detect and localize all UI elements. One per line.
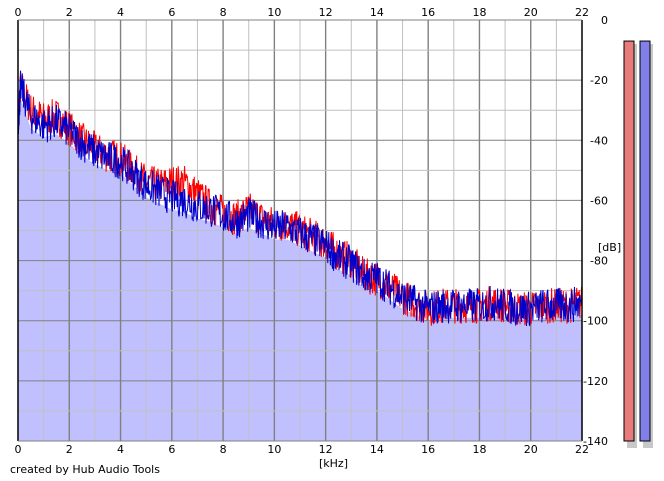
x-tick-label-top: 18	[472, 6, 486, 19]
x-tick-label-top: 22	[575, 6, 589, 19]
x-tick-label-bottom: 10	[267, 443, 281, 456]
x-tick-label-top: 10	[267, 6, 281, 19]
y-tick-label: -60	[590, 194, 608, 207]
x-tick-label-top: 14	[370, 6, 384, 19]
x-tick-label-bottom: 4	[117, 443, 124, 456]
level-meter-right	[639, 40, 651, 442]
x-tick-label-bottom: 16	[421, 443, 435, 456]
x-tick-label-bottom: 18	[472, 443, 486, 456]
y-tick-label: -100	[583, 315, 608, 328]
x-tick-label-top: 2	[66, 6, 73, 19]
grid-lines	[18, 20, 582, 441]
x-tick-label-top: 12	[319, 6, 333, 19]
x-tick-label-top: 16	[421, 6, 435, 19]
x-tick-label-bottom: 0	[15, 443, 22, 456]
x-tick-label-bottom: 14	[370, 443, 384, 456]
y-tick-label: -140	[583, 435, 608, 448]
y-tick-label: 0	[601, 14, 608, 27]
y-axis-label: [dB]	[598, 241, 621, 254]
y-tick-label: -20	[590, 74, 608, 87]
y-tick-label: -40	[590, 134, 608, 147]
x-tick-label-top: 8	[220, 6, 227, 19]
y-tick-label: -120	[583, 375, 608, 388]
x-tick-label-top: 6	[168, 6, 175, 19]
x-tick-label-bottom: 8	[220, 443, 227, 456]
x-tick-label-bottom: 6	[168, 443, 175, 456]
plot-frame	[17, 19, 583, 442]
level-meters	[623, 40, 653, 449]
x-tick-label-bottom: 12	[319, 443, 333, 456]
channel-traces	[17, 70, 583, 327]
x-axis-label: [kHz]	[319, 457, 348, 470]
y-tick-label: -80	[590, 255, 608, 268]
x-tick-label-top: 20	[524, 6, 538, 19]
level-meter-left	[623, 40, 635, 442]
channel-trace-blue	[17, 70, 583, 327]
x-tick-label-bottom: 22	[575, 443, 589, 456]
tick-labels: 002244668810101212141416161818202022220-…	[15, 6, 609, 456]
credit-text: created by Hub Audio Tools	[10, 463, 160, 476]
x-tick-label-top: 4	[117, 6, 124, 19]
x-tick-label-bottom: 2	[66, 443, 73, 456]
x-tick-label-bottom: 20	[524, 443, 538, 456]
x-tick-label-top: 0	[15, 6, 22, 19]
